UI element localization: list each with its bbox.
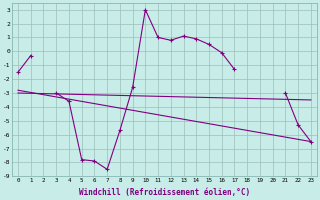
X-axis label: Windchill (Refroidissement éolien,°C): Windchill (Refroidissement éolien,°C) (79, 188, 250, 197)
